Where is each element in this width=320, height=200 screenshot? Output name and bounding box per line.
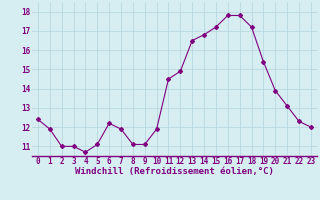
X-axis label: Windchill (Refroidissement éolien,°C): Windchill (Refroidissement éolien,°C) — [75, 167, 274, 176]
